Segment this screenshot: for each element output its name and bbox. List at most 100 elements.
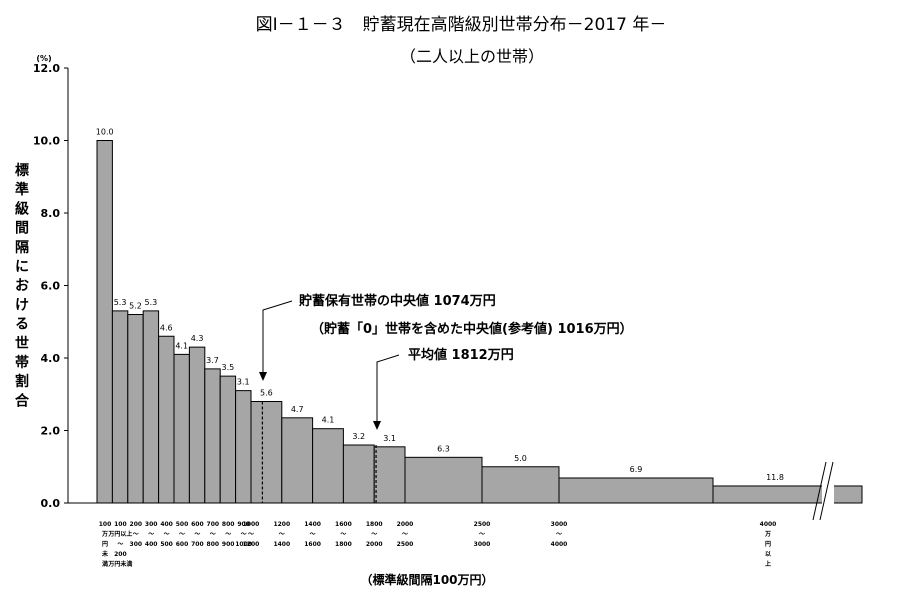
y-label-char: 割 bbox=[15, 373, 29, 390]
axis-break-mark bbox=[819, 461, 834, 521]
bars bbox=[96, 140, 863, 521]
bar bbox=[281, 417, 314, 504]
data-label: 3.5 bbox=[222, 363, 235, 372]
x-tick-labels: 100万円未満100万円以上～200万円未満200～300300～400400～… bbox=[99, 521, 777, 568]
x-tick-label: ～ bbox=[248, 531, 254, 538]
x-tick-label: 2000 bbox=[366, 541, 383, 548]
x-tick-label: ～ bbox=[210, 531, 216, 538]
data-label: 4.3 bbox=[191, 334, 204, 343]
x-tick-label: 500 bbox=[160, 541, 173, 548]
bar bbox=[250, 401, 283, 504]
bar bbox=[96, 140, 113, 504]
data-label: 11.8 bbox=[766, 473, 784, 482]
bar bbox=[158, 335, 175, 504]
bar bbox=[481, 466, 560, 504]
y-unit: (%) bbox=[36, 54, 51, 63]
data-label: 3.2 bbox=[352, 432, 365, 441]
data-label: 4.1 bbox=[322, 416, 335, 425]
median-arrow-line bbox=[262, 300, 293, 375]
x-tick-label: 300 bbox=[130, 541, 143, 548]
median-reference-annotation: （貯蓄「0」世帯を含めた中央値(参考値) 1016万円） bbox=[311, 321, 633, 337]
x-tick-label: 円 bbox=[765, 541, 771, 548]
y-label-char: 隔 bbox=[15, 240, 29, 256]
y-label-char: お bbox=[15, 278, 29, 294]
data-labels: 10.05.3 5.2 5.34.64.14.33.73.53.15.64.74.1… bbox=[96, 128, 784, 482]
x-tick-label: 1400 bbox=[304, 521, 321, 528]
y-label-char: 合 bbox=[15, 392, 30, 409]
x-tick-label: 3000 bbox=[551, 521, 568, 528]
x-tick-label: 1600 bbox=[304, 541, 321, 548]
data-label: 4.6 bbox=[160, 323, 173, 332]
bar bbox=[235, 390, 252, 504]
x-tick-label: 300 bbox=[145, 521, 158, 528]
x-tick-label: 100 bbox=[99, 521, 112, 528]
x-tick-label: ～ bbox=[225, 531, 231, 538]
axis-break-mark bbox=[812, 461, 827, 521]
data-label: 6.3 bbox=[437, 444, 450, 453]
y-label-char: 級 bbox=[15, 200, 29, 217]
x-tick-label: 900 bbox=[237, 521, 250, 528]
data-label: 5.0 bbox=[514, 454, 527, 463]
x-tick-label: 万円以上 bbox=[107, 530, 132, 538]
x-tick-label: 700 bbox=[207, 521, 220, 528]
x-tick-label: 2000 bbox=[397, 521, 414, 528]
bar bbox=[312, 428, 344, 504]
y-tick-label: 8.0 bbox=[41, 207, 61, 220]
x-tick-label: ～ bbox=[133, 531, 139, 538]
bar bbox=[712, 485, 863, 504]
median-arrow-head bbox=[259, 372, 267, 381]
y-label-char: 世 bbox=[15, 335, 29, 352]
x-tick-label: 以 bbox=[765, 551, 771, 558]
bar bbox=[173, 353, 190, 504]
data-label: 3.1 bbox=[383, 434, 396, 443]
y-label-char: 標 bbox=[15, 162, 29, 179]
x-tick-label: 600 bbox=[176, 541, 189, 548]
y-label-char: 準 bbox=[15, 181, 29, 198]
bar bbox=[404, 456, 483, 504]
y-label-char: 間 bbox=[15, 221, 29, 237]
bar bbox=[188, 346, 206, 504]
x-tick-label: ～ bbox=[148, 531, 154, 538]
x-tick-label: ～ bbox=[194, 531, 200, 538]
data-label: 3.1 bbox=[237, 378, 250, 387]
bar bbox=[219, 375, 237, 504]
x-tick-label: ～ bbox=[479, 531, 485, 538]
x-tick-label: 600 bbox=[191, 521, 204, 528]
x-tick-label: 200 bbox=[130, 521, 143, 528]
bar bbox=[127, 314, 144, 504]
x-tick-label: ～ bbox=[179, 531, 185, 538]
data-label: 10.0 bbox=[96, 128, 114, 137]
x-tick-label: 400 bbox=[160, 521, 173, 528]
x-tick-label: 上 bbox=[765, 560, 771, 568]
data-label: 4.1 bbox=[175, 341, 188, 350]
x-tick-label: 700 bbox=[191, 541, 204, 548]
bar bbox=[342, 444, 375, 504]
x-tick-label: 万 bbox=[764, 531, 771, 538]
bar bbox=[373, 446, 406, 504]
x-tick-label: 1000 bbox=[243, 521, 260, 528]
y-tick-label: 0.0 bbox=[41, 497, 61, 510]
x-tick-label: ～ bbox=[241, 531, 247, 538]
x-tick-label: 万円未満 bbox=[107, 560, 132, 568]
x-tick-label: ～ bbox=[556, 531, 562, 538]
x-tick-label: 800 bbox=[222, 521, 235, 528]
x-tick-label: 100 bbox=[114, 521, 127, 528]
x-tick-label: 1200 bbox=[243, 541, 260, 548]
y-tick-label: 2.0 bbox=[41, 425, 61, 438]
annotations: 貯蓄保有世帯の中央値 1074万円 （貯蓄「0」世帯を含めた中央値(参考値) 10… bbox=[259, 293, 633, 503]
data-label: 5.3 bbox=[114, 298, 127, 307]
mean-annotation: 平均値 1812万円 bbox=[408, 347, 514, 363]
x-tick-label: ～ bbox=[279, 531, 285, 538]
chart-subtitle: （二人以上の世帯） bbox=[400, 47, 544, 66]
axis-break-gap bbox=[822, 484, 834, 508]
x-tick-label: 円 bbox=[102, 541, 108, 548]
data-label: 4.7 bbox=[291, 405, 304, 414]
y-tick-label: 10.0 bbox=[33, 135, 60, 148]
x-tick-label: 1000 bbox=[235, 541, 252, 548]
x-tick-label: 満 bbox=[102, 560, 108, 568]
x-tick-label: 400 bbox=[145, 541, 158, 548]
x-tick-label: ～ bbox=[340, 531, 346, 538]
mean-arrow-head bbox=[373, 421, 381, 430]
